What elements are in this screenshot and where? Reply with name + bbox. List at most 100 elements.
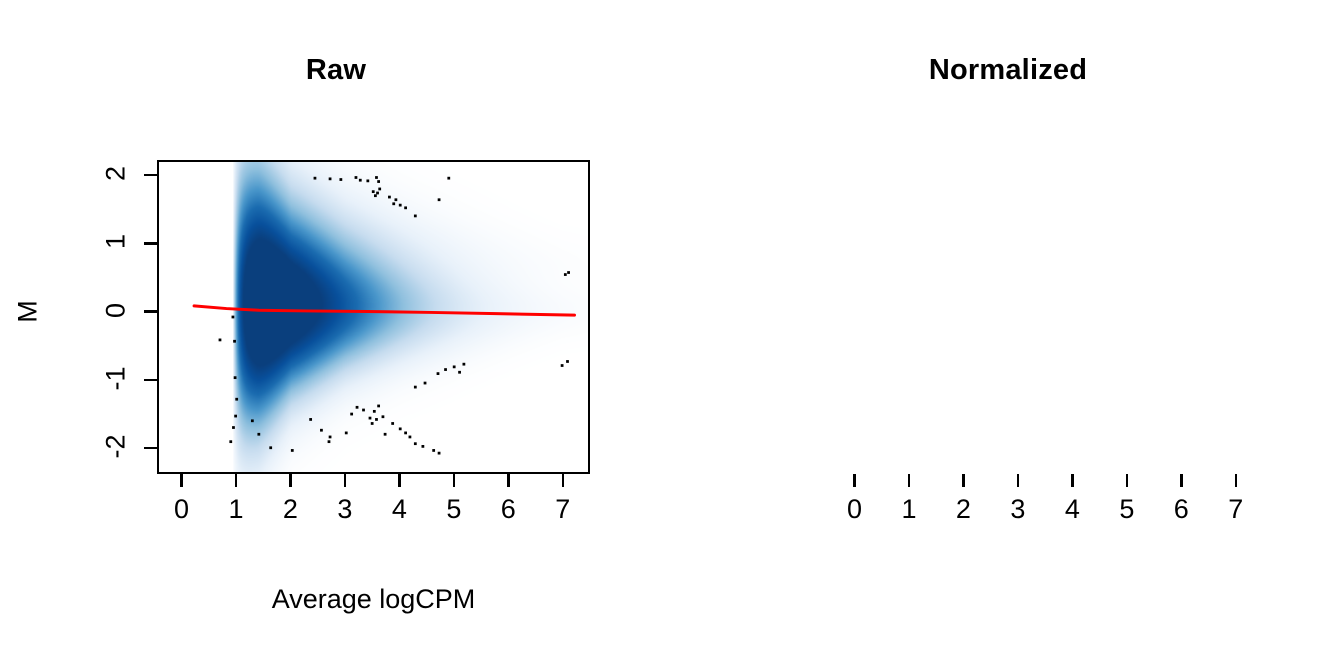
x-axis-tick	[962, 474, 965, 487]
x-axis-tick	[1234, 474, 1238, 487]
outlier-point	[374, 194, 377, 198]
x-axis-tick	[180, 474, 183, 487]
x-axis-tick-label: 4	[391, 494, 407, 524]
outlier-point	[458, 370, 461, 374]
outlier-point	[437, 451, 441, 455]
outlier-point	[391, 422, 395, 425]
outlier-point	[233, 339, 236, 343]
outlier-point	[354, 176, 358, 179]
outlier-point	[381, 415, 385, 419]
outlier-point	[452, 365, 456, 369]
outlier-point	[413, 214, 417, 218]
outlier-point	[269, 446, 273, 450]
outlier-point	[233, 376, 237, 380]
x-axis-tick-label: 2	[282, 494, 298, 524]
y-axis-tick	[144, 446, 157, 450]
y-axis-tick	[144, 173, 157, 177]
x-axis-tick-label: 0	[846, 494, 863, 524]
x-axis-tick	[507, 474, 510, 487]
outlier-point	[436, 372, 440, 375]
outlier-points	[218, 176, 570, 455]
x-axis-label-raw: Average logCPM	[271, 584, 476, 614]
outlier-point	[398, 203, 402, 207]
outlier-point	[372, 409, 376, 413]
x-axis-tick-label: 7	[555, 494, 571, 524]
x-axis-tick-label: 6	[500, 494, 516, 524]
panel-title-raw: Raw	[305, 54, 367, 86]
x-axis-tick	[234, 474, 238, 487]
panel-raw: Raw 0 1 2 3 4 5 6 7 2 1 0 -1 -2 Average logCPM M	[12, 54, 590, 614]
outlier-point	[375, 418, 378, 421]
outlier-point	[408, 435, 412, 439]
x-axis-tick	[452, 474, 456, 487]
x-axis-tick	[1071, 474, 1074, 487]
outlier-point	[309, 418, 313, 421]
x-axis-tick-label: 6	[1173, 494, 1189, 524]
outlier-point	[413, 442, 417, 446]
outlier-point	[447, 176, 451, 180]
outlier-point	[328, 177, 332, 181]
outlier-point	[350, 412, 354, 416]
y-axis-tick	[144, 310, 157, 313]
outlier-point	[462, 362, 466, 366]
outlier-point	[327, 440, 331, 444]
outlier-point	[232, 426, 235, 429]
x-axis-tick	[907, 474, 911, 487]
outlier-point	[567, 271, 570, 274]
outlier-point	[358, 178, 362, 182]
outlier-point	[344, 431, 348, 435]
outlier-point	[383, 432, 387, 436]
y-axis-label-raw: M	[12, 300, 43, 323]
outlier-point	[378, 187, 382, 191]
outlier-point	[413, 385, 417, 389]
x-axis-tick	[398, 474, 401, 487]
outlier-point	[375, 176, 378, 179]
outlier-point	[250, 419, 254, 423]
x-axis-tick-label: 0	[173, 494, 190, 524]
x-axis-tick-label: 3	[337, 494, 353, 524]
outlier-point	[432, 449, 436, 452]
outlier-point	[370, 422, 374, 425]
y-axis-tick	[144, 378, 157, 382]
outlier-point	[290, 449, 294, 452]
x-axis-tick-label: 4	[1064, 494, 1080, 524]
outlier-point	[231, 315, 235, 319]
outlier-point	[235, 397, 239, 401]
plot-area-raw	[157, 160, 590, 474]
outlier-point	[355, 405, 359, 409]
outlier-point	[377, 404, 381, 408]
outlier-point	[377, 180, 381, 183]
outlier-point	[218, 338, 222, 342]
x-axis-tick	[853, 474, 856, 487]
outlier-point	[368, 416, 372, 420]
x-axis-tick-label: 5	[1119, 494, 1135, 524]
outlier-point	[444, 368, 447, 371]
outlier-point	[394, 198, 398, 202]
density-cloud-raw	[159, 162, 588, 472]
outlier-point	[362, 408, 365, 412]
x-axis-tick-label: 3	[1010, 494, 1026, 524]
panel-title-normalized: Normalized	[928, 54, 1088, 86]
outlier-point	[404, 431, 407, 435]
y-axis-tick-label: -1	[100, 366, 131, 391]
outlier-point	[257, 432, 261, 436]
outlier-point	[388, 195, 391, 199]
x-axis-tick	[289, 474, 292, 487]
outlier-point	[339, 178, 343, 181]
x-axis-tick-label: 5	[446, 494, 462, 524]
outlier-point	[423, 381, 427, 385]
trend-line	[192, 304, 576, 317]
outlier-point	[563, 273, 567, 276]
x-axis-tick-label: 2	[955, 494, 971, 524]
outlier-point	[371, 190, 375, 194]
outlier-point	[437, 198, 441, 202]
y-axis-tick-label: -2	[100, 434, 131, 459]
y-axis-tick-label: 0	[100, 302, 131, 318]
outlier-point	[328, 435, 332, 439]
outlier-point	[392, 202, 396, 206]
x-axis-tick	[561, 474, 565, 487]
x-axis-tick-label: 7	[1228, 494, 1244, 524]
y-axis-tick-label: 1	[100, 234, 131, 250]
x-axis-tick	[1016, 474, 1020, 487]
